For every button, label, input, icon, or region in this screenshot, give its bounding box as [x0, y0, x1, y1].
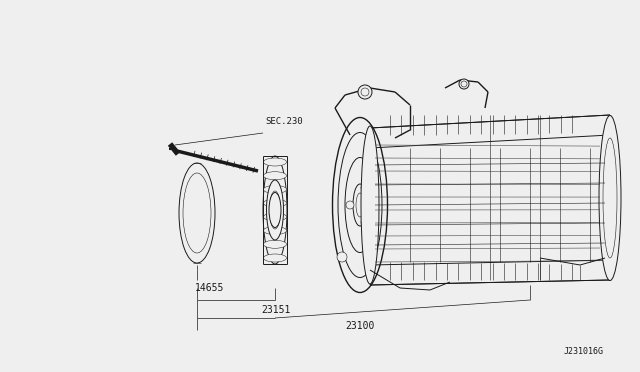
Ellipse shape [266, 180, 284, 240]
Ellipse shape [333, 118, 387, 292]
Ellipse shape [264, 213, 287, 221]
Ellipse shape [264, 240, 287, 248]
Circle shape [361, 184, 369, 192]
Ellipse shape [356, 193, 364, 217]
Ellipse shape [183, 173, 211, 253]
Ellipse shape [603, 138, 617, 258]
Text: 23151: 23151 [261, 305, 291, 315]
Ellipse shape [264, 254, 287, 262]
Circle shape [346, 201, 354, 209]
Ellipse shape [264, 172, 287, 180]
Text: SEC.230: SEC.230 [265, 117, 303, 126]
Ellipse shape [269, 191, 280, 229]
Ellipse shape [353, 184, 367, 226]
Ellipse shape [264, 199, 287, 207]
Circle shape [361, 218, 369, 226]
Circle shape [337, 252, 347, 262]
Ellipse shape [361, 126, 379, 284]
Ellipse shape [345, 157, 375, 253]
Ellipse shape [338, 132, 382, 278]
Ellipse shape [264, 158, 287, 166]
Ellipse shape [599, 115, 621, 280]
Ellipse shape [263, 156, 287, 264]
Text: 23100: 23100 [345, 321, 374, 331]
Text: 14655: 14655 [195, 283, 225, 293]
Text: J231016G: J231016G [564, 347, 604, 356]
Ellipse shape [179, 163, 215, 263]
Circle shape [459, 79, 469, 89]
Ellipse shape [264, 185, 287, 193]
Circle shape [358, 85, 372, 99]
Ellipse shape [269, 192, 281, 228]
Ellipse shape [264, 227, 287, 235]
